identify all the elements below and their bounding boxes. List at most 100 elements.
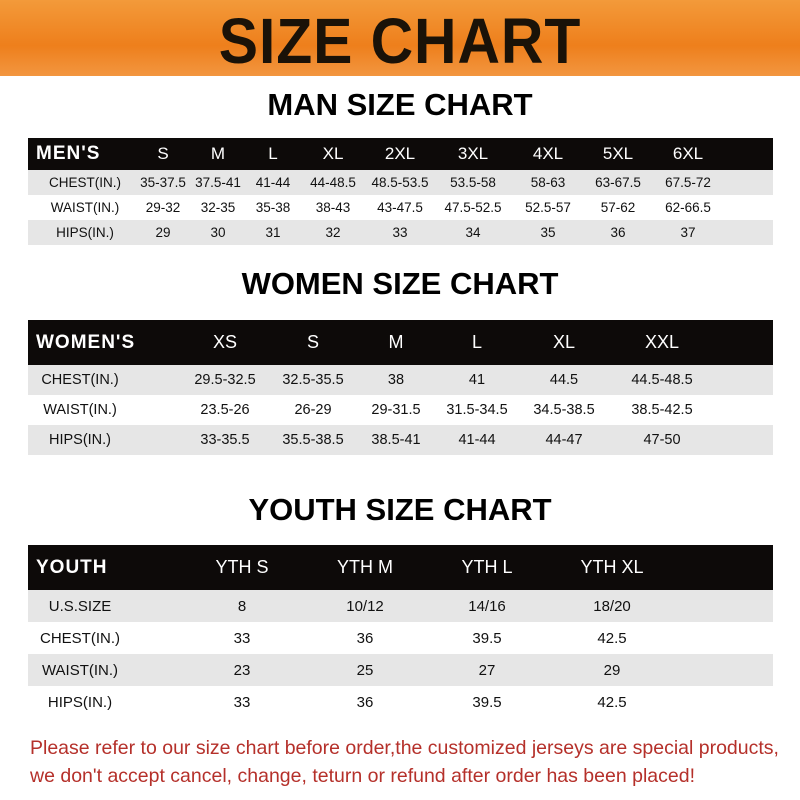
measurement-cell: 38 xyxy=(387,372,405,388)
measurement-cell: 36 xyxy=(610,225,626,240)
measurement-cell: 30 xyxy=(210,225,226,240)
measurement-cell: 34 xyxy=(465,225,481,240)
measurement-cell: 44.5 xyxy=(549,372,579,388)
measurement-cell: 36 xyxy=(356,693,374,711)
size-column-header: S xyxy=(157,144,169,163)
measurement-cell: 33-35.5 xyxy=(200,432,250,448)
row-label: HIPS(IN.) xyxy=(56,225,114,240)
men-size-table: MEN'S S M L XL 2XL 3XL 4XL 5XL 6XL CHEST(IN.) 35-37… xyxy=(28,138,773,245)
row-label: HIPS(IN.) xyxy=(48,432,112,448)
women-header-row: WOMEN'S XS S M L XL XXL xyxy=(28,320,773,365)
measurement-cell: 33 xyxy=(233,693,251,711)
men-header-label: MEN'S xyxy=(36,143,101,164)
measurement-cell: 10/12 xyxy=(346,597,384,615)
measurement-cell: 27 xyxy=(478,661,496,679)
size-column-header: 5XL xyxy=(602,144,634,163)
measurement-cell: 18/20 xyxy=(593,597,631,615)
measurement-cell: 41 xyxy=(468,372,486,388)
measurement-cell: 47-50 xyxy=(643,432,681,448)
size-column-header: XS xyxy=(212,332,238,352)
measurement-cell: 33 xyxy=(392,225,408,240)
row-label: U.S.SIZE xyxy=(48,597,112,615)
measurement-cell: 42.5 xyxy=(597,693,627,711)
measurement-cell: 38.5-42.5 xyxy=(631,402,693,418)
measurement-cell: 47.5-52.5 xyxy=(444,200,502,215)
measurement-cell: 42.5 xyxy=(597,629,627,647)
size-column-header: YTH M xyxy=(337,557,393,577)
row-label: WAIST(IN.) xyxy=(41,661,119,679)
measurement-cell: 32 xyxy=(325,225,341,240)
measurement-cell: 39.5 xyxy=(472,693,502,711)
size-column-header: S xyxy=(306,332,320,352)
measurement-cell: 23.5-26 xyxy=(200,402,250,418)
size-column-header: XXL xyxy=(644,332,680,352)
measurement-cell: 38-43 xyxy=(315,200,351,215)
measurement-cell: 31 xyxy=(265,225,281,240)
table-row: WAIST(IN.) 23.5-26 26-29 29-31.5 31.5-34.5 34… xyxy=(28,395,773,425)
measurement-cell: 38.5-41 xyxy=(371,432,421,448)
size-column-header: L xyxy=(471,332,483,352)
row-label: WAIST(IN.) xyxy=(50,200,120,215)
table-row: CHEST(IN.) 35-37.5 37.5-41 41-44 44-48.5 48.5… xyxy=(28,170,773,195)
table-row: WAIST(IN.) 23 25 27 29 xyxy=(28,654,773,686)
men-section-title: MAN SIZE CHART xyxy=(267,87,533,122)
measurement-cell: 23 xyxy=(233,661,251,679)
measurement-cell: 35.5-38.5 xyxy=(282,432,344,448)
measurement-cell: 29 xyxy=(603,661,621,679)
size-column-header: 4XL xyxy=(532,144,564,163)
measurement-cell: 31.5-34.5 xyxy=(446,402,508,418)
measurement-cell: 29-32 xyxy=(145,200,181,215)
measurement-cell: 29 xyxy=(155,225,171,240)
youth-header-row: YOUTH YTH S YTH M YTH L YTH XL xyxy=(28,545,773,590)
banner-title: SIZE CHART xyxy=(218,5,582,77)
measurement-cell: 35-38 xyxy=(255,200,291,215)
table-row: WAIST(IN.) 29-32 32-35 35-38 38-43 43-47.5 47.… xyxy=(28,195,773,220)
size-column-header: 2XL xyxy=(384,144,416,163)
measurement-cell: 35-37.5 xyxy=(140,175,186,190)
order-notice: Please refer to our size chart before or… xyxy=(30,734,790,790)
measurement-cell: 25 xyxy=(356,661,374,679)
measurement-cell: 48.5-53.5 xyxy=(371,175,429,190)
women-size-table: WOMEN'S XS S M L XL XXL CHEST(IN.) 29.5-32.5 32.5… xyxy=(28,320,773,455)
table-row: CHEST(IN.) 33 36 39.5 42.5 xyxy=(28,622,773,654)
measurement-cell: 43-47.5 xyxy=(377,200,423,215)
women-header-label: WOMEN'S xyxy=(36,331,136,353)
measurement-cell: 62-66.5 xyxy=(665,200,711,215)
measurement-cell: 37 xyxy=(680,225,696,240)
size-column-header: XL xyxy=(322,144,344,163)
size-column-header: 3XL xyxy=(457,144,489,163)
measurement-cell: 58-63 xyxy=(530,175,566,190)
size-column-header: XL xyxy=(552,332,576,352)
measurement-cell: 37.5-41 xyxy=(195,175,241,190)
banner: SIZE CHART xyxy=(0,0,800,77)
measurement-cell: 8 xyxy=(237,597,247,615)
table-row: HIPS(IN.) 33 36 39.5 42.5 xyxy=(28,686,773,718)
youth-size-table: YOUTH YTH S YTH M YTH L YTH XL U.S.SIZE 8 10/12… xyxy=(28,545,773,718)
measurement-cell: 32-35 xyxy=(200,200,236,215)
measurement-cell: 63-67.5 xyxy=(595,175,641,190)
measurement-cell: 39.5 xyxy=(472,629,502,647)
measurement-cell: 14/16 xyxy=(468,597,506,615)
measurement-cell: 36 xyxy=(356,629,374,647)
measurement-cell: 35 xyxy=(540,225,556,240)
measurement-cell: 67.5-72 xyxy=(665,175,711,190)
measurement-cell: 29.5-32.5 xyxy=(194,372,256,388)
table-row: HIPS(IN.) 29 30 31 32 33 34 35 36 37 xyxy=(28,220,773,245)
measurement-cell: 26-29 xyxy=(294,402,332,418)
row-label: CHEST(IN.) xyxy=(49,175,121,190)
table-row: CHEST(IN.) 29.5-32.5 32.5-35.5 38 41 44.5 44.5… xyxy=(28,365,773,395)
size-column-header: M xyxy=(388,332,404,352)
size-column-header: YTH L xyxy=(461,557,513,577)
men-header-row: MEN'S S M L XL 2XL 3XL 4XL 5XL 6XL xyxy=(28,138,773,170)
row-label: CHEST(IN.) xyxy=(41,372,119,388)
measurement-cell: 33 xyxy=(233,629,251,647)
row-label: HIPS(IN.) xyxy=(47,693,113,711)
measurement-cell: 44-48.5 xyxy=(310,175,356,190)
size-column-header: M xyxy=(210,144,226,163)
measurement-cell: 32.5-35.5 xyxy=(282,372,344,388)
measurement-cell: 41-44 xyxy=(458,432,496,448)
size-column-header: YTH S xyxy=(215,557,269,577)
measurement-cell: 41-44 xyxy=(255,175,291,190)
measurement-cell: 29-31.5 xyxy=(371,402,421,418)
measurement-cell: 44-47 xyxy=(545,432,583,448)
